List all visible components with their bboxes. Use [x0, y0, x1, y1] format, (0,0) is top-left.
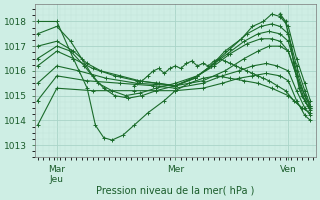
X-axis label: Pression niveau de la mer( hPa ): Pression niveau de la mer( hPa ) — [96, 186, 254, 196]
